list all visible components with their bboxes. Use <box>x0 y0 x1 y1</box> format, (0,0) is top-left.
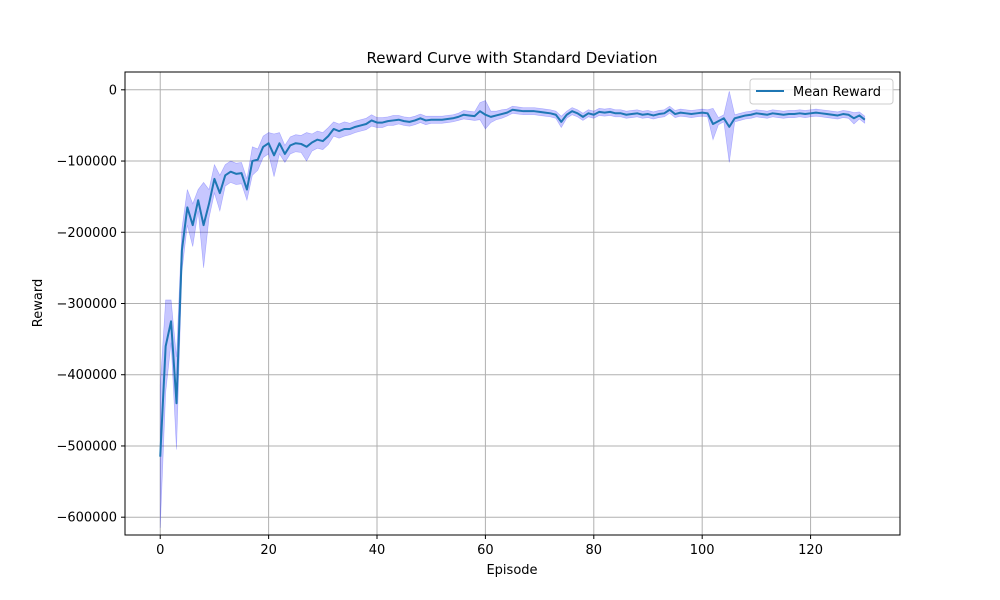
x-tick-label: 20 <box>260 543 277 558</box>
series-line-group <box>159 108 866 457</box>
y-tick-label: −300000 <box>56 297 117 312</box>
x-tick-label: 100 <box>690 543 715 558</box>
y-tick-label: −500000 <box>56 439 117 454</box>
std-band <box>159 91 866 528</box>
y-tick-label: −100000 <box>56 155 117 170</box>
legend-label-mean-reward: Mean Reward <box>793 85 881 100</box>
y-tick-label: −600000 <box>56 511 117 526</box>
y-axis: 0 −100000 −200000 −300000 −400000 −500000 −600… <box>56 83 125 526</box>
chart-title: Reward Curve with Standard Deviation <box>367 49 658 67</box>
x-tick-label: 60 <box>477 543 494 558</box>
x-tick-label: 0 <box>156 543 164 558</box>
x-tick-label: 120 <box>798 543 823 558</box>
y-axis-title: Reward <box>31 279 46 327</box>
y-tick-label: −400000 <box>56 368 117 383</box>
mean-reward-line <box>159 108 866 457</box>
x-tick-label: 40 <box>369 543 386 558</box>
std-band-group <box>159 91 866 528</box>
x-tick-label: 80 <box>586 543 603 558</box>
y-tick-label: −200000 <box>56 226 117 241</box>
legend-box <box>749 78 894 105</box>
y-tick-label: 0 <box>109 83 117 98</box>
legend: Mean Reward <box>749 78 894 105</box>
x-axis: 0 20 40 60 80 100 120 <box>156 535 823 558</box>
x-axis-title: Episode <box>486 563 537 578</box>
